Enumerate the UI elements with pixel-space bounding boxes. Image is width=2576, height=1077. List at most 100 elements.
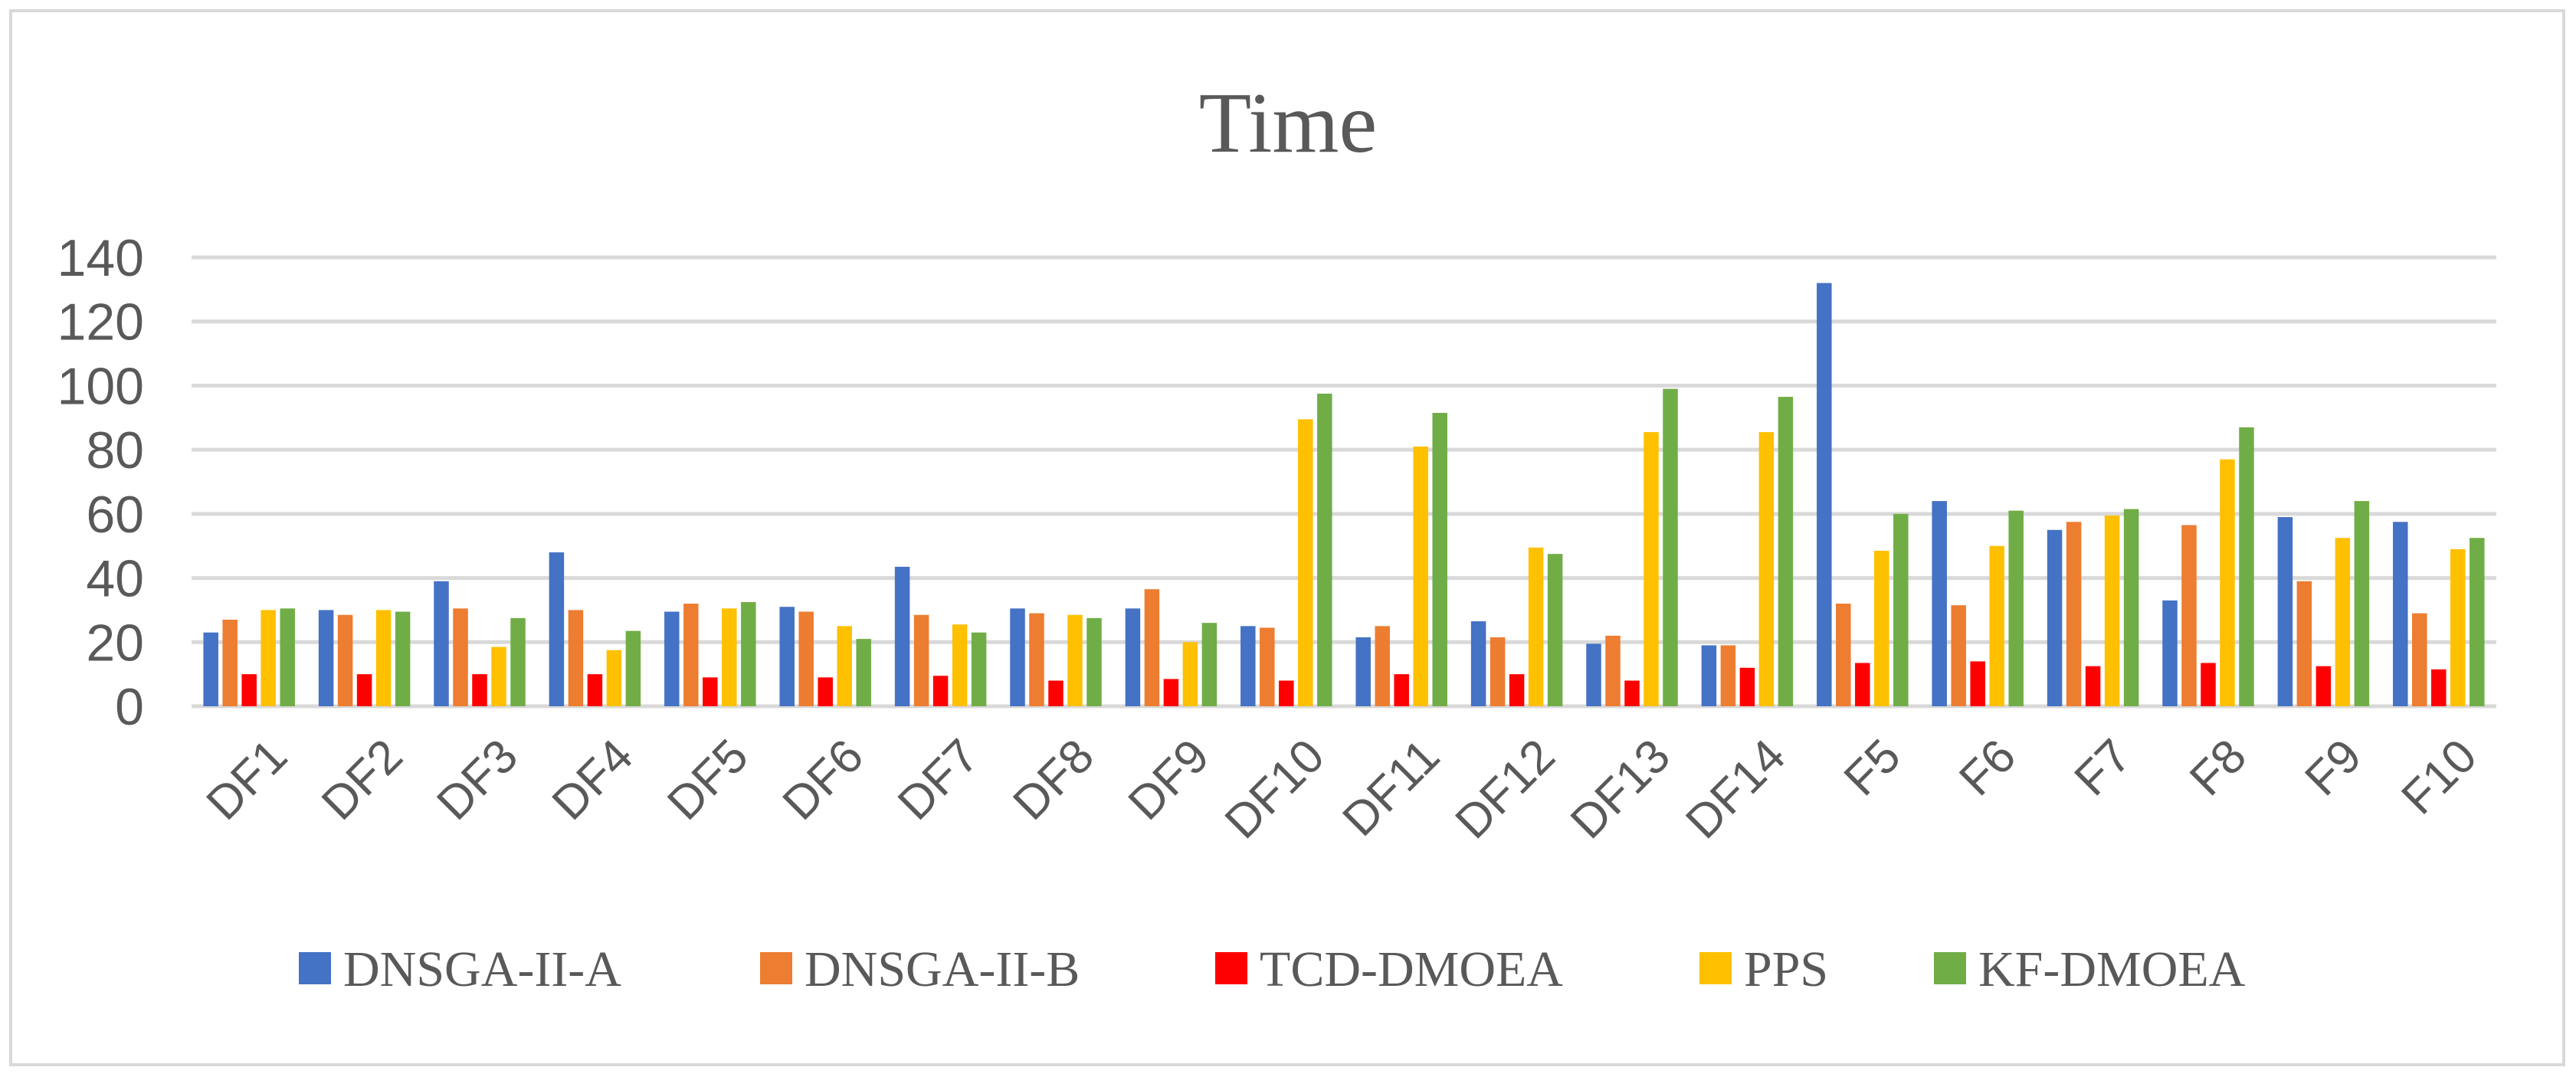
bar-tcd-dmoea-df4: [587, 674, 603, 706]
bar-kf-dmoea-df12: [1547, 554, 1563, 706]
bar-pps-f7: [2104, 515, 2120, 706]
legend-label: DNSGA-II-B: [805, 941, 1080, 997]
bar-dnsga-ii-b-df9: [1144, 589, 1160, 706]
bar-tcd-dmoea-f10: [2431, 669, 2447, 706]
bar-dnsga-ii-a-df14: [1701, 645, 1717, 706]
bar-dnsga-ii-a-df12: [1470, 621, 1486, 706]
bar-dnsga-ii-b-df11: [1375, 626, 1390, 706]
bar-kf-dmoea-df1: [280, 608, 295, 706]
bar-kf-dmoea-df14: [1778, 397, 1794, 706]
x-category-label: DF1: [197, 729, 298, 830]
bar-pps-df14: [1758, 432, 1775, 706]
bar-kf-dmoea-df9: [1201, 623, 1218, 706]
bar-dnsga-ii-b-df4: [568, 610, 584, 706]
bar-tcd-dmoea-df11: [1394, 674, 1409, 706]
bar-dnsga-ii-b-df14: [1720, 645, 1736, 706]
bar-pps-df12: [1528, 547, 1544, 706]
x-category-label: F6: [1949, 729, 2026, 806]
y-tick-label: 100: [57, 357, 144, 415]
bar-pps-df11: [1413, 446, 1428, 706]
legend-label: TCD-DMOEA: [1260, 941, 1563, 997]
bars: [203, 283, 2485, 706]
bar-dnsga-ii-b-df13: [1605, 635, 1621, 706]
bar-tcd-dmoea-df5: [703, 677, 718, 706]
bar-dnsga-ii-b-f7: [2066, 522, 2082, 706]
x-category-label: DF5: [657, 729, 759, 830]
bar-kf-dmoea-df4: [625, 630, 641, 706]
legend-swatch: [760, 952, 792, 984]
bar-tcd-dmoea-df9: [1163, 679, 1179, 706]
y-tick-label: 60: [86, 486, 144, 544]
bar-dnsga-ii-a-f8: [2162, 600, 2178, 706]
bar-dnsga-ii-b-df5: [683, 604, 699, 706]
bar-pps-df1: [261, 610, 276, 706]
bar-dnsga-ii-b-f10: [2412, 613, 2427, 706]
bar-pps-df5: [722, 608, 737, 706]
bar-dnsga-ii-a-f10: [2393, 522, 2408, 706]
x-category-label: F8: [2180, 729, 2256, 806]
bar-pps-f8: [2220, 459, 2235, 706]
bar-dnsga-ii-a-f7: [2047, 529, 2063, 706]
x-axis-categories: DF1 DF2 DF3 DF4 DF5 DF6 DF7 DF8 DF9DF10DF11DF12D…: [197, 729, 2487, 849]
bar-dnsga-ii-b-df12: [1490, 637, 1506, 706]
x-category-label: DF8: [1003, 729, 1104, 830]
bar-pps-f9: [2335, 538, 2351, 706]
bar-pps-df6: [837, 626, 852, 706]
bar-kf-dmoea-df5: [741, 601, 756, 706]
gridlines: [192, 255, 2496, 709]
legend-swatch: [299, 952, 331, 984]
bar-dnsga-ii-a-df9: [1125, 608, 1141, 706]
y-tick-label: 140: [57, 229, 144, 287]
bar-dnsga-ii-b-df6: [798, 611, 814, 706]
legend-swatch: [1699, 952, 1732, 984]
x-category-label: DF3: [427, 729, 528, 830]
bar-dnsga-ii-b-f5: [1836, 604, 1851, 706]
bar-kf-dmoea-df7: [971, 632, 987, 706]
bar-kf-dmoea-df8: [1086, 617, 1102, 706]
bar-pps-f10: [2450, 548, 2466, 706]
bar-dnsga-ii-a-df10: [1240, 626, 1256, 706]
bar-pps-df2: [375, 610, 392, 706]
y-tick-label: 80: [86, 421, 144, 480]
y-tick-label: 0: [115, 678, 144, 736]
x-category-label: DF11: [1332, 729, 1450, 846]
bar-dnsga-ii-a-df5: [664, 611, 680, 706]
bar-kf-dmoea-f6: [2008, 510, 2024, 706]
bar-pps-df7: [952, 624, 968, 706]
bar-tcd-dmoea-f6: [1970, 661, 1985, 706]
bar-dnsga-ii-a-df4: [549, 552, 565, 706]
bar-dnsga-ii-a-f6: [1932, 501, 1947, 706]
bar-tcd-dmoea-df7: [932, 676, 949, 706]
bar-dnsga-ii-a-df8: [1010, 608, 1025, 706]
x-category-label: DF6: [773, 729, 874, 830]
legend-label: DNSGA-II-A: [343, 941, 621, 997]
bar-pps-df13: [1644, 432, 1659, 706]
bar-pps-f6: [1989, 545, 2004, 706]
bar-dnsga-ii-b-df10: [1260, 627, 1275, 706]
x-category-label: DF10: [1215, 729, 1335, 849]
bar-dnsga-ii-a-df7: [894, 566, 910, 706]
bar-tcd-dmoea-df13: [1624, 680, 1640, 706]
bar-pps-df9: [1182, 642, 1198, 706]
bar-tcd-dmoea-df3: [472, 674, 487, 706]
bar-tcd-dmoea-f8: [2201, 663, 2216, 706]
x-category-label: F7: [2065, 729, 2142, 806]
bar-tcd-dmoea-df2: [356, 674, 372, 706]
bar-dnsga-ii-b-f6: [1951, 605, 1966, 706]
legend-swatch: [1215, 952, 1247, 984]
bar-dnsga-ii-b-f8: [2181, 525, 2197, 706]
bar-kf-dmoea-df10: [1317, 393, 1332, 706]
bar-dnsga-ii-a-df2: [318, 610, 334, 706]
bar-kf-dmoea-df3: [510, 617, 526, 706]
x-category-label: F9: [2295, 729, 2371, 806]
bar-dnsga-ii-b-df8: [1029, 613, 1044, 706]
bar-kf-dmoea-f8: [2239, 427, 2254, 706]
bar-dnsga-ii-b-df7: [913, 614, 929, 706]
bar-kf-dmoea-f7: [2123, 509, 2139, 706]
bar-tcd-dmoea-df12: [1509, 674, 1525, 706]
bar-dnsga-ii-a-f9: [2277, 517, 2293, 706]
bar-pps-df4: [606, 650, 622, 706]
bar-dnsga-ii-a-df11: [1355, 637, 1371, 706]
legend: DNSGA-II-A DNSGA-II-B TCD-DMOEA PPS KF-DMOEA: [299, 941, 2246, 997]
